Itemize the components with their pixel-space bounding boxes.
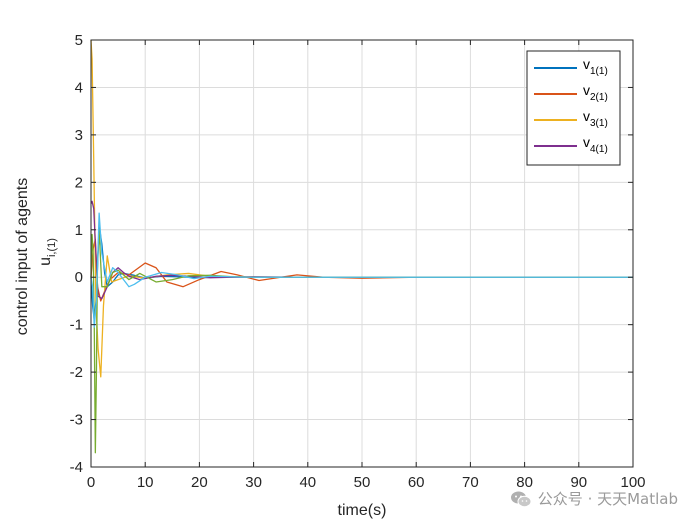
y-tick-label: 0 <box>75 269 83 286</box>
y-tick-label: -3 <box>70 412 83 429</box>
x-tick-label: 60 <box>408 474 425 491</box>
plot-layer <box>90 39 633 454</box>
series-line-6 <box>90 212 633 328</box>
x-tick-label: 0 <box>87 474 95 491</box>
y-axis-symbol-main: u <box>37 257 54 266</box>
y-tick-label: 2 <box>75 174 83 191</box>
tick-layer: 0 10 20 30 40 50 60 70 80 90 100 -4 -3 -2 -1 0 1 2 3 4 5 <box>70 32 646 491</box>
y-tick-label: 4 <box>75 79 83 96</box>
x-tick-label: 80 <box>516 474 533 491</box>
legend-label-2: v2(1) <box>583 82 608 103</box>
y-tick-label: 3 <box>75 127 83 144</box>
y-tick-label: -4 <box>70 459 83 476</box>
x-tick-label: 90 <box>570 474 587 491</box>
x-tick-label: 70 <box>462 474 479 491</box>
watermark: 公众号 · 天天Matlab <box>510 488 678 509</box>
x-tick-label: 50 <box>354 474 371 491</box>
x-tick-label: 100 <box>620 474 645 491</box>
y-tick-label: -1 <box>70 317 83 334</box>
y-tick-label: -2 <box>70 364 83 381</box>
y-axis-symbol: ui,(1) <box>37 238 58 266</box>
x-tick-label: 20 <box>191 474 208 491</box>
watermark-text: 公众号 · 天天Matlab <box>537 490 678 508</box>
wechat-icon <box>510 491 532 507</box>
x-tick-label: 10 <box>137 474 154 491</box>
legend: v1(1) v2(1) v3(1) v4(1) <box>526 50 621 166</box>
y-tick-label: 5 <box>75 32 83 49</box>
legend-label-1: v1(1) <box>583 56 608 77</box>
x-tick-label: 30 <box>245 474 262 491</box>
y-axis-title: control input of agents <box>14 178 31 335</box>
y-tick-label: 1 <box>75 222 83 239</box>
x-tick-label: 40 <box>299 474 316 491</box>
y-axis-symbol-sub: i,(1) <box>46 238 58 257</box>
legend-label-3: v3(1) <box>583 108 608 129</box>
x-axis-title: time(s) <box>338 502 387 519</box>
series-line-2 <box>90 238 633 302</box>
legend-label-4: v4(1) <box>583 134 608 155</box>
